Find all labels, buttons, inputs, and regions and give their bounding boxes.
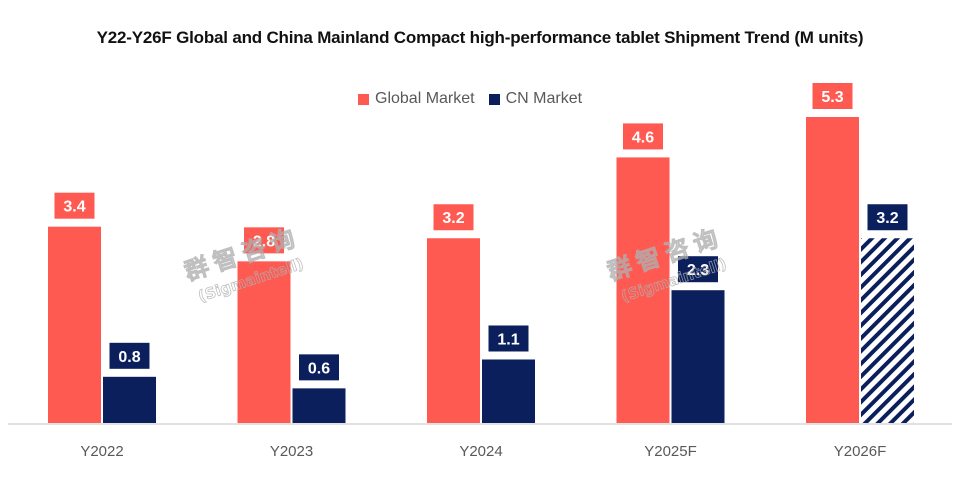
legend: Global Market CN Market	[358, 90, 596, 108]
bar-global-y2024	[427, 238, 480, 423]
legend-label-cn: CN Market	[505, 90, 583, 107]
bar-global-y2022	[48, 226, 101, 423]
legend-swatch-cn	[488, 93, 500, 105]
data-label-box-cn-y2025f	[678, 256, 718, 283]
x-tick-label-y2022: Y2022	[80, 443, 123, 460]
bar-cn-y2023	[292, 388, 346, 423]
data-label-box-global-y2025f	[623, 123, 663, 150]
data-label-box-cn-y2022	[109, 342, 150, 369]
data-label-global-y2023: 2.8	[253, 233, 275, 250]
data-label-cn-y2023: 0.6	[308, 360, 330, 377]
data-label-cn-y2024: 1.1	[497, 331, 519, 348]
legend-item-cn: CN Market	[488, 90, 583, 108]
data-label-cn-y2026f: 3.2	[876, 210, 898, 227]
legend-swatch-global	[358, 93, 369, 105]
data-label-global-y2026f: 5.3	[821, 89, 843, 106]
data-label-global-y2024: 3.2	[442, 210, 464, 227]
bar-cn-y2022	[103, 376, 156, 423]
data-label-box-global-y2024	[433, 204, 474, 231]
legend-item-global: Global Market	[358, 90, 475, 108]
x-tick-label-y2026f: Y2026F	[834, 443, 887, 460]
x-tick-label-y2025f: Y2025F	[644, 443, 697, 460]
data-label-box-global-y2022	[54, 192, 95, 219]
bar-global-y2023	[237, 261, 291, 423]
data-label-cn-y2025f: 2.3	[687, 262, 709, 279]
x-tick-label-y2023: Y2023	[270, 443, 313, 460]
legend-label-global: Global Market	[375, 90, 475, 107]
data-label-global-y2025f: 4.6	[632, 129, 654, 146]
data-label-box-cn-y2023	[299, 354, 339, 381]
bar-global-y2025f	[616, 157, 670, 423]
data-label-box-cn-y2024	[488, 325, 529, 352]
bar-cn-y2024	[482, 359, 535, 423]
x-tick-label-y2024: Y2024	[459, 443, 502, 460]
data-label-global-y2022: 3.4	[63, 199, 85, 216]
chart-title: Y22-Y26F Global and China Mainland Compa…	[96, 28, 864, 47]
data-label-box-global-y2026f	[812, 83, 853, 109]
data-label-box-cn-y2026f	[867, 204, 908, 231]
bar-cn-y2026f	[861, 238, 914, 423]
data-label-box-global-y2023	[244, 227, 284, 254]
bar-cn-y2025f	[671, 290, 725, 423]
bar-global-y2026f	[806, 117, 859, 423]
data-label-cn-y2022: 0.8	[118, 349, 140, 366]
